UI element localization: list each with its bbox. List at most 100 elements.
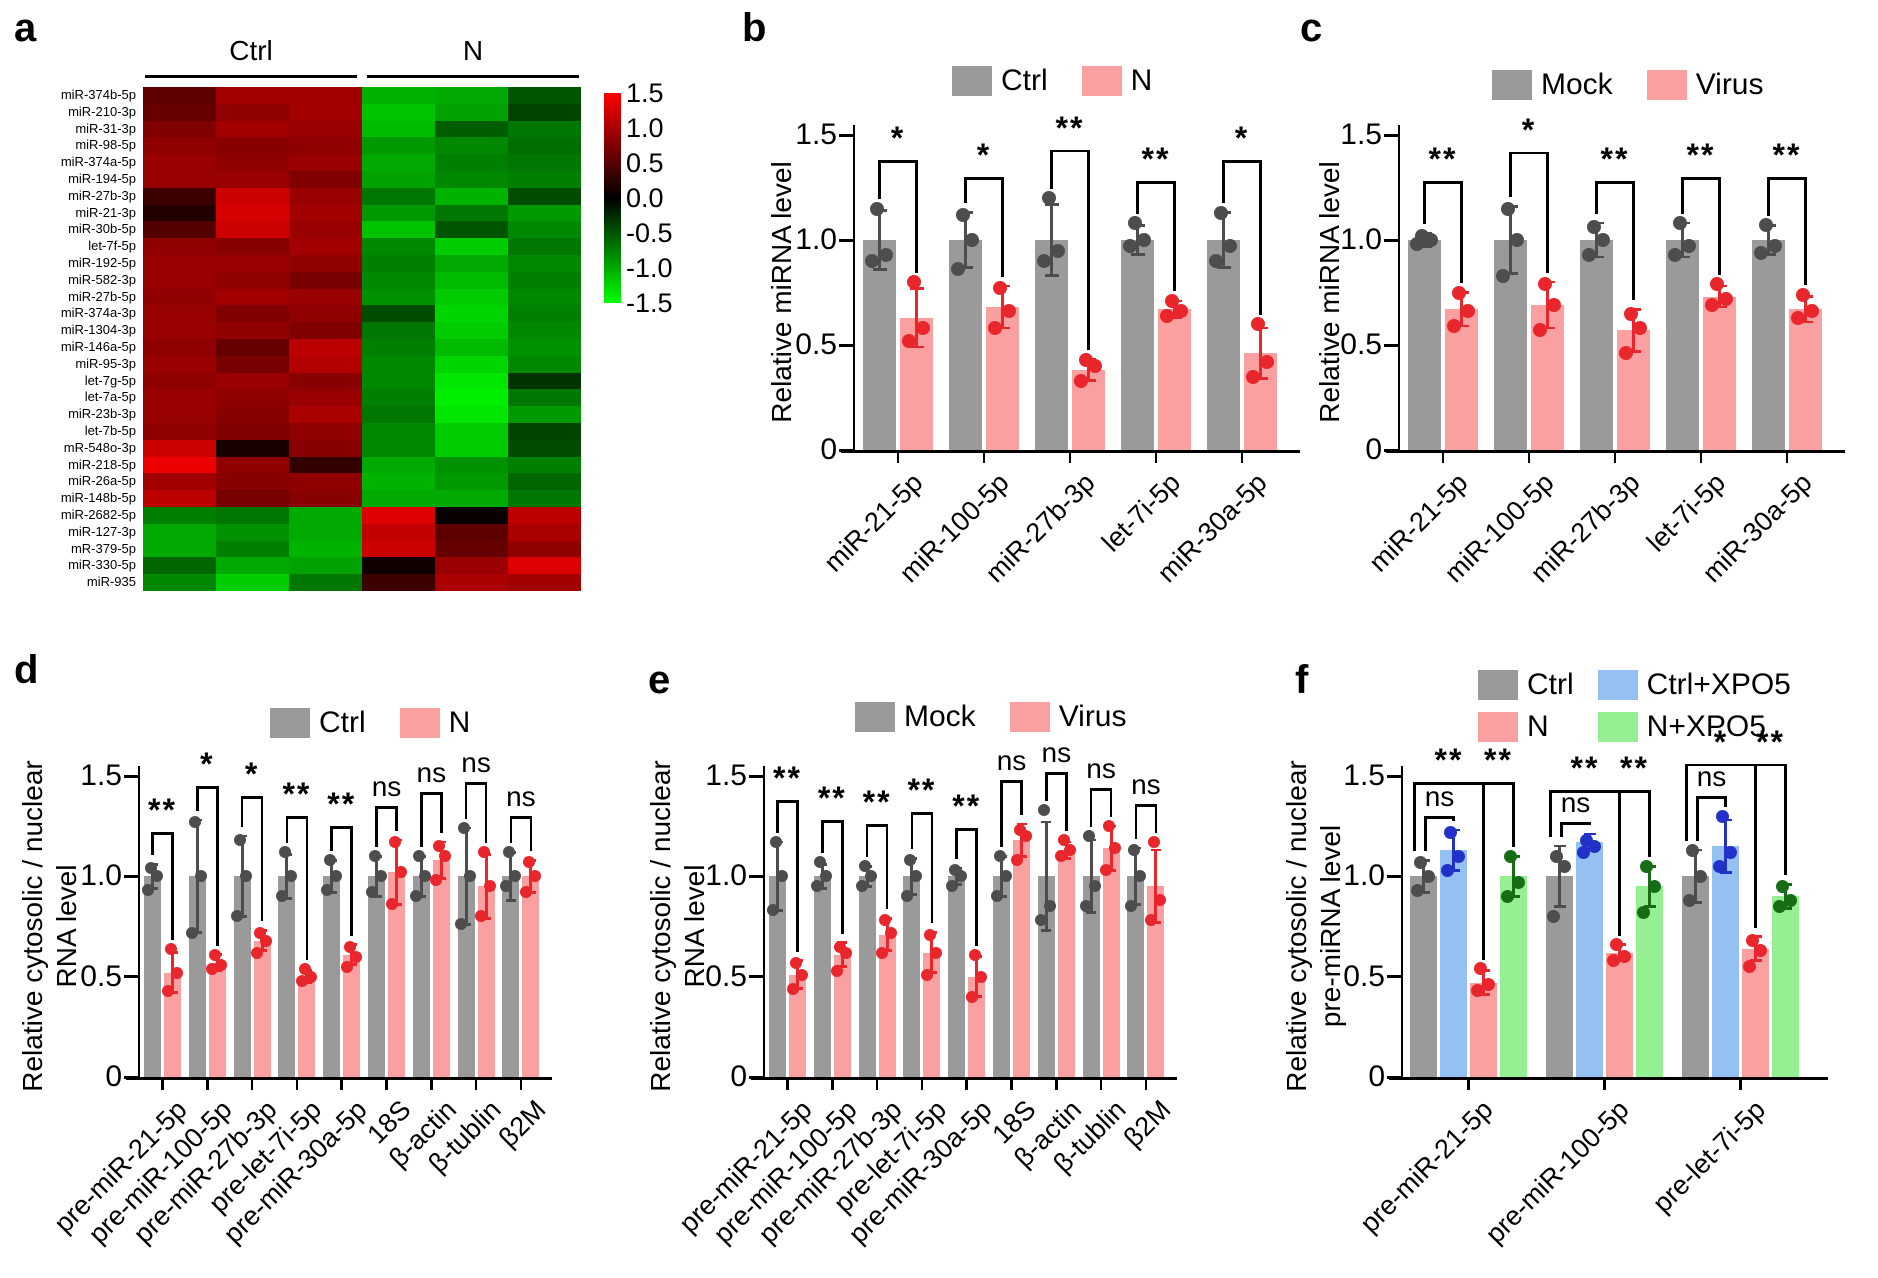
heatmap-cell [508, 238, 581, 255]
data-point [1222, 239, 1237, 254]
heatmap-row-label: miR-26a-5p [68, 473, 136, 489]
significance-label: ** [1620, 750, 1649, 787]
bar-virus [1057, 850, 1075, 1077]
data-point [1441, 863, 1454, 877]
data-point [161, 984, 174, 997]
sig-bracket-leg [1423, 181, 1426, 225]
sig-bracket-line [1424, 816, 1455, 819]
legend-label: N [1130, 64, 1153, 97]
data-point [234, 834, 247, 847]
data-point [775, 870, 788, 883]
data-point [999, 870, 1012, 883]
x-axis-tick [1099, 1079, 1103, 1090]
heatmap-cell [435, 338, 508, 356]
heatmap-row-label: miR-95-3p [75, 355, 136, 371]
data-point [349, 950, 362, 963]
sig-bracket-line [1482, 782, 1515, 785]
y-axis-line [762, 766, 765, 1080]
heatmap-cell [216, 523, 289, 541]
data-point [1474, 962, 1487, 976]
heatmap-row-label: mR-548o-3p [63, 439, 136, 455]
data-point [1446, 319, 1461, 334]
sig-bracket-leg [1724, 796, 1727, 808]
data-point [1686, 843, 1699, 857]
data-point [1147, 836, 1160, 849]
data-point [1618, 346, 1633, 361]
heatmap-cell [216, 322, 289, 339]
heatmap-cell [289, 490, 362, 507]
heatmap-cell [143, 422, 216, 440]
data-point [508, 870, 521, 883]
sig-bracket-leg [420, 792, 423, 848]
y-axis-tick-label: 0 [1368, 1060, 1385, 1093]
legend-label: Ctrl [1527, 668, 1574, 701]
x-axis-tick [519, 1079, 523, 1090]
y-axis-line [852, 125, 855, 453]
error-bar [1767, 225, 1770, 255]
data-point [1716, 809, 1729, 823]
heatmap-cell [508, 490, 581, 507]
data-point [878, 247, 893, 262]
data-point [1411, 883, 1424, 897]
data-point [901, 333, 916, 348]
error-bar-cap [1675, 255, 1690, 259]
data-point [1607, 954, 1620, 968]
heatmap-cell [143, 490, 216, 507]
data-point [365, 886, 378, 899]
y-axis-tick-label: 0.5 [795, 328, 837, 361]
y-axis-line [1397, 125, 1400, 453]
heatmap-cell [508, 120, 581, 138]
sig-bracket-line [1050, 149, 1090, 153]
data-point [368, 850, 381, 863]
heatmap-cell [143, 540, 216, 558]
error-bar-cap [1719, 871, 1732, 874]
significance-label: ns [1131, 769, 1161, 801]
error-bar-cap [505, 899, 516, 902]
heatmap-cell [435, 574, 508, 591]
bar-mock [1580, 240, 1613, 450]
sig-bracket-leg [1020, 780, 1023, 816]
bar-mock [1037, 876, 1055, 1077]
data-point [795, 968, 808, 981]
heatmap-cell [289, 154, 362, 171]
bar-ctrl [863, 240, 896, 450]
y-axis-tick-label: 1.5 [80, 759, 122, 792]
heatmap-cell [508, 574, 581, 591]
y-axis-line [1400, 766, 1403, 1080]
data-point [1080, 900, 1093, 913]
heatmap-cell [289, 456, 362, 474]
data-point [231, 910, 244, 923]
sig-bracket-leg [1549, 790, 1552, 838]
heatmap-row-label: miR-374b-5p [60, 87, 136, 102]
data-point [1500, 201, 1515, 216]
significance-label: ** [1756, 723, 1785, 760]
legend-item: Virus [1009, 700, 1127, 734]
data-point [186, 926, 199, 939]
sig-bracket-leg [240, 796, 244, 828]
sig-bracket-line [464, 782, 488, 785]
significance-label: ** [773, 760, 802, 797]
panel-letter-d: d [14, 648, 39, 692]
sig-bracket-line [1595, 181, 1635, 184]
data-point [1804, 304, 1819, 319]
error-bar [1044, 822, 1048, 931]
error-bar-cap [1041, 820, 1052, 824]
heatmap-cell [508, 338, 581, 356]
legend-swatch-n-xpo5 [1597, 712, 1638, 742]
data-point [1482, 978, 1495, 992]
bar-ctrl-xpo5 [1712, 846, 1739, 1077]
significance-label: * [890, 120, 906, 157]
data-point [439, 850, 452, 863]
data-point [298, 962, 311, 975]
heatmap-cell [216, 506, 289, 524]
x-axis-tick [474, 1079, 478, 1090]
legend-label: Ctrl+XPO5 [1646, 668, 1791, 701]
x-axis-tick [1055, 1079, 1058, 1090]
x-axis-tick [1527, 452, 1531, 463]
sig-bracket-leg [1452, 816, 1455, 822]
x-axis-label: let-7i-5p [1096, 467, 1187, 558]
data-point [900, 890, 913, 903]
error-bar-cap [371, 895, 382, 898]
data-point [766, 904, 779, 917]
sig-bracket-leg [1804, 177, 1807, 286]
